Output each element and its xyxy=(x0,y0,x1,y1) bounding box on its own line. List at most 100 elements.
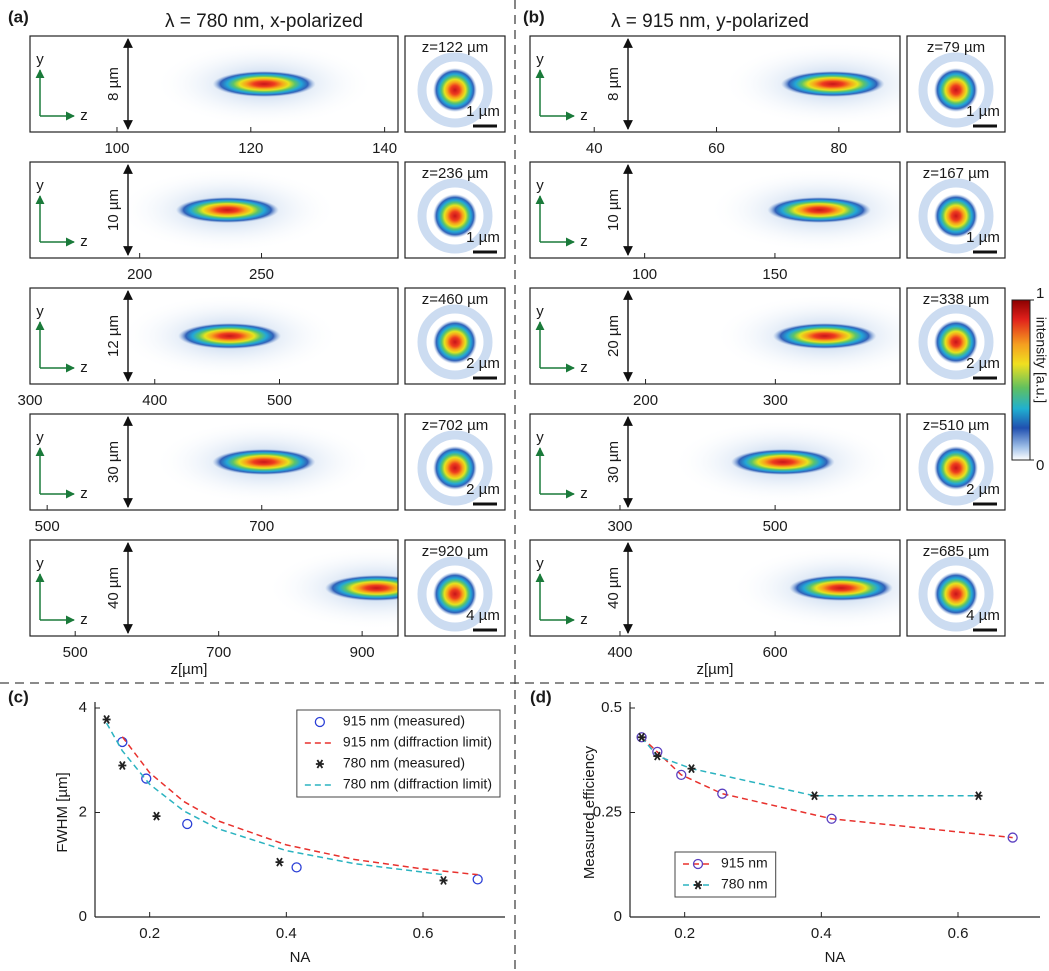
scale-label: 2 µm xyxy=(466,481,500,498)
map-frame xyxy=(29,287,399,385)
panel-label: (d) xyxy=(530,687,552,706)
beam-focus xyxy=(212,449,316,475)
x-axis-label: z[µm] xyxy=(171,661,208,678)
legend-label: 915 nm (measured) xyxy=(343,713,465,729)
size-label: 20 µm xyxy=(605,315,622,357)
inset-ring xyxy=(918,178,994,254)
size-label: 30 µm xyxy=(105,441,122,483)
marker xyxy=(826,813,837,824)
colorbar-tick-label: 1 xyxy=(1036,285,1044,302)
size-label: 30 µm xyxy=(605,441,622,483)
legend-box xyxy=(674,851,777,898)
inset-spot xyxy=(934,194,978,238)
inset-ring xyxy=(918,430,994,506)
x-axis-label: NA xyxy=(290,949,311,966)
scale-label: 1 µm xyxy=(966,103,1000,120)
beam-focus xyxy=(731,449,835,475)
marker xyxy=(439,875,448,885)
y-tick-label: 0 xyxy=(614,908,622,925)
x-tick-label: 600 xyxy=(763,644,788,661)
x-tick-label: 100 xyxy=(104,140,129,157)
axis-icon-label: y xyxy=(36,177,44,194)
y-tick-label: 2 xyxy=(79,803,87,820)
legend-label: 780 nm (measured) xyxy=(343,755,465,771)
legend-label: 780 nm xyxy=(721,876,768,892)
inset-ring xyxy=(918,556,994,632)
axis-icon-label: y xyxy=(536,177,544,194)
beam-focus xyxy=(789,575,893,601)
inset-spot xyxy=(433,68,477,112)
axis-icon-label: z xyxy=(80,107,88,124)
marker xyxy=(637,732,646,742)
beam-focus xyxy=(780,71,885,97)
beam-map xyxy=(530,162,900,258)
beam-map xyxy=(530,36,900,132)
beam-map xyxy=(30,414,398,510)
scale-label: 2 µm xyxy=(966,481,1000,498)
inset-ring xyxy=(417,304,493,380)
inset-spot xyxy=(934,320,978,364)
x-axis-label: NA xyxy=(825,949,846,966)
y-tick-label: 0.5 xyxy=(601,699,622,716)
map-frame xyxy=(529,539,901,637)
legend-label: 915 nm (diffraction limit) xyxy=(343,734,492,750)
size-label: 8 µm xyxy=(105,67,122,101)
size-label: 12 µm xyxy=(105,315,122,357)
inset-ring xyxy=(918,304,994,380)
y-tick-label: 0 xyxy=(79,908,87,925)
inset-spot xyxy=(433,194,477,238)
inset-label: z=236 µm xyxy=(422,165,489,182)
inset-label: z=460 µm xyxy=(422,291,489,308)
x-tick-label: 700 xyxy=(206,644,231,661)
axis-icon-label: z xyxy=(580,359,588,376)
colorbar xyxy=(1011,299,1031,461)
map-frame xyxy=(529,413,901,511)
inset-spot xyxy=(433,320,477,364)
axis-icon-label: y xyxy=(536,429,544,446)
marker xyxy=(810,791,819,801)
map-frame xyxy=(29,539,399,637)
legend-label: 915 nm xyxy=(721,855,768,871)
axis-icon-label: z xyxy=(80,611,88,628)
x-tick-label: 150 xyxy=(762,266,787,283)
inset-spot xyxy=(934,446,978,490)
map-frame xyxy=(29,35,399,133)
axis-icon-label: y xyxy=(36,429,44,446)
marker xyxy=(687,764,696,774)
marker xyxy=(974,791,983,801)
x-tick-label: 500 xyxy=(267,392,292,409)
panel-label: (b) xyxy=(523,7,545,26)
scale-label: 1 µm xyxy=(466,229,500,246)
panel-title: λ = 915 nm, y-polarized xyxy=(611,11,809,32)
map-frame xyxy=(29,413,399,511)
marker xyxy=(1007,832,1018,843)
panel-label: (c) xyxy=(8,687,29,706)
scale-label: 1 µm xyxy=(966,229,1000,246)
inset-ring xyxy=(417,430,493,506)
marker xyxy=(692,858,704,870)
marker xyxy=(182,818,193,830)
y-axis-label: FWHM [µm] xyxy=(54,772,71,852)
legend: 915 nm (measured) 915 nm (diffraction lim… xyxy=(296,709,501,798)
axis-icon-label: y xyxy=(36,303,44,320)
beam-focus xyxy=(175,197,279,223)
beam-map xyxy=(30,162,398,258)
inset-spot xyxy=(433,446,477,490)
x-tick-label: 60 xyxy=(708,140,725,157)
x-tick-label: 500 xyxy=(35,518,60,535)
x-tick-label: 40 xyxy=(586,140,603,157)
beam-focus xyxy=(178,323,282,349)
x-tick-label: 300 xyxy=(17,392,42,409)
x-tick-label: 400 xyxy=(142,392,167,409)
x-tick-label: 0.6 xyxy=(413,925,434,942)
axis-icon-label: y xyxy=(36,51,44,68)
axis-icon-label: z xyxy=(580,233,588,250)
marker xyxy=(315,759,324,769)
y-axis-label: Measured efficiency xyxy=(581,745,598,879)
inset-ring xyxy=(417,178,493,254)
x-tick-label: 80 xyxy=(830,140,847,157)
size-label: 8 µm xyxy=(605,67,622,101)
x-tick-label: 200 xyxy=(633,392,658,409)
